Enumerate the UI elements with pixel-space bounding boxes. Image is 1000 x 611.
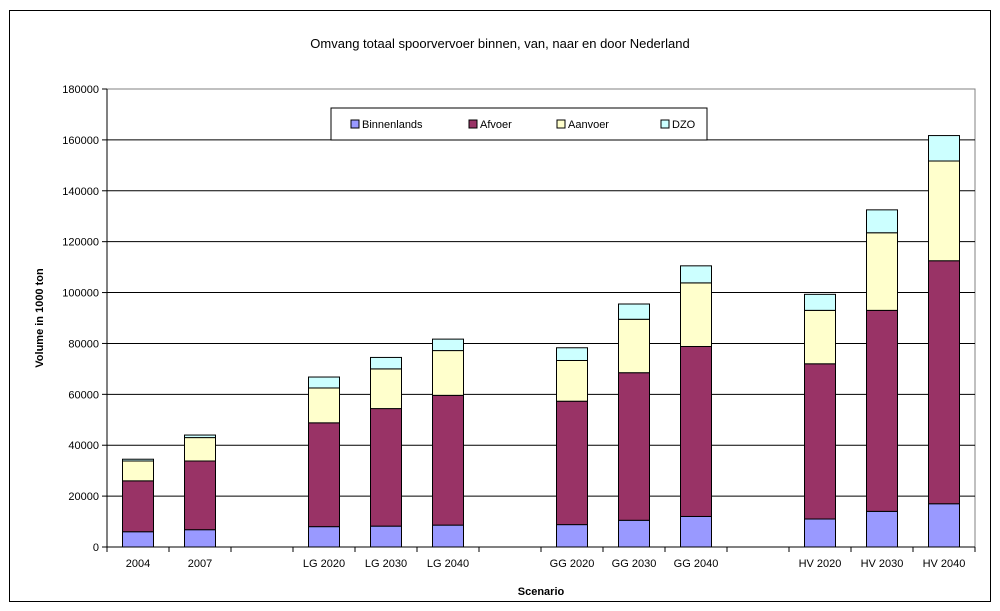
bar-segment-dzo <box>680 265 712 284</box>
bar-segment-dzo <box>618 303 650 320</box>
bar-segment-afvoer <box>618 372 650 521</box>
bar-segment-aanvoer <box>804 309 836 365</box>
bar-segment-aanvoer <box>928 160 960 262</box>
bar-segment-aanvoer <box>556 359 588 402</box>
bar-segment-aanvoer <box>308 387 340 424</box>
bar-segment-binnenlands <box>556 524 588 548</box>
bar-segment-afvoer <box>680 345 712 517</box>
bar-segment-afvoer <box>370 408 402 527</box>
bar-segment-aanvoer <box>618 318 650 374</box>
bar-segment-dzo <box>122 458 154 462</box>
bar-segment-afvoer <box>804 363 836 520</box>
bar-segment-binnenlands <box>308 526 340 548</box>
stacked-bar-chart: Omvang totaal spoorvervoer binnen, van, … <box>34 36 976 598</box>
bar-segment-dzo <box>184 434 216 439</box>
legend-label: Binnenlands <box>362 119 423 131</box>
bar-segment-dzo <box>556 347 588 361</box>
bar-segment-afvoer <box>928 260 960 505</box>
gridlines <box>107 139 975 497</box>
bar-segment-binnenlands <box>618 519 650 548</box>
legend: Binnenlands Afvoer Aanvoer DZO <box>330 107 708 141</box>
x-tick-label: LG 2030 <box>365 558 407 570</box>
x-tick-label: 2007 <box>188 558 212 570</box>
x-tick-label: LG 2020 <box>303 558 345 570</box>
x-tick-label: HV 2040 <box>923 558 966 570</box>
bar-segment-dzo <box>866 209 898 234</box>
x-tick-label: GG 2020 <box>550 558 595 570</box>
bar-segment-binnenlands <box>184 529 216 548</box>
bars <box>122 135 960 548</box>
y-tick-label: 140000 <box>62 186 99 198</box>
y-tick-label: 160000 <box>62 135 99 147</box>
bar-segment-binnenlands <box>370 525 402 548</box>
bar-segment-afvoer <box>184 460 216 531</box>
legend-swatch <box>660 119 670 129</box>
y-axis-label: Volume in 1000 ton <box>34 268 46 368</box>
x-axis: 2004 2007 LG 2020 LG 2030 LG 2040 GG 2020 GG 2… <box>106 546 976 570</box>
y-tick-label: 60000 <box>68 389 99 401</box>
legend-swatch <box>468 119 478 129</box>
x-tick-label: HV 2020 <box>799 558 842 570</box>
bar-segment-binnenlands <box>866 510 898 548</box>
x-tick-label: HV 2030 <box>861 558 904 570</box>
y-tick-label: 0 <box>93 542 99 554</box>
bar-segment-afvoer <box>122 480 154 533</box>
legend-swatch <box>350 119 360 129</box>
x-tick-label: GG 2030 <box>612 558 657 570</box>
bar-segment-afvoer <box>308 422 340 528</box>
bar-segment-binnenlands <box>680 515 712 548</box>
bar-segment-binnenlands <box>122 531 154 548</box>
bar-segment-dzo <box>928 135 960 162</box>
bar-segment-aanvoer <box>680 282 712 347</box>
bar-segment-afvoer <box>432 394 464 526</box>
legend-box <box>330 107 708 141</box>
bar-segment-binnenlands <box>432 524 464 548</box>
y-tick-label: 40000 <box>68 440 99 452</box>
bar-segment-binnenlands <box>804 518 836 548</box>
bar-segment-dzo <box>804 293 836 311</box>
legend-swatch <box>556 119 566 129</box>
bar-segment-dzo <box>432 338 464 352</box>
bar-segment-afvoer <box>866 309 898 512</box>
chart-title: Omvang totaal spoorvervoer binnen, van, … <box>310 36 689 51</box>
x-axis-label: Scenario <box>518 586 565 598</box>
bar-segment-aanvoer <box>432 350 464 396</box>
y-tick-label: 120000 <box>62 237 99 249</box>
x-tick-label: GG 2040 <box>674 558 719 570</box>
y-axis: 0 20000 40000 60000 80000 100000 120000 140000 1… <box>62 84 108 554</box>
bar-segment-dzo <box>308 376 340 389</box>
legend-label: DZO <box>672 119 696 131</box>
bar-segment-aanvoer <box>184 437 216 462</box>
bar-segment-aanvoer <box>122 460 154 482</box>
bar-segment-binnenlands <box>928 503 960 548</box>
bar-segment-aanvoer <box>866 232 898 311</box>
legend-label: Aanvoer <box>568 119 609 131</box>
y-tick-label: 80000 <box>68 338 99 350</box>
bar-segment-aanvoer <box>370 368 402 410</box>
x-tick-label: LG 2040 <box>427 558 469 570</box>
y-tick-label: 20000 <box>68 491 99 503</box>
plot-area <box>106 88 976 548</box>
bar-segment-afvoer <box>556 400 588 526</box>
x-tick-label: 2004 <box>126 558 150 570</box>
y-tick-label: 100000 <box>62 288 99 300</box>
chart-frame: Omvang totaal spoorvervoer binnen, van, … <box>9 10 991 602</box>
bar-segment-dzo <box>370 356 402 370</box>
legend-label: Afvoer <box>480 119 512 131</box>
y-tick-label: 180000 <box>62 84 99 96</box>
